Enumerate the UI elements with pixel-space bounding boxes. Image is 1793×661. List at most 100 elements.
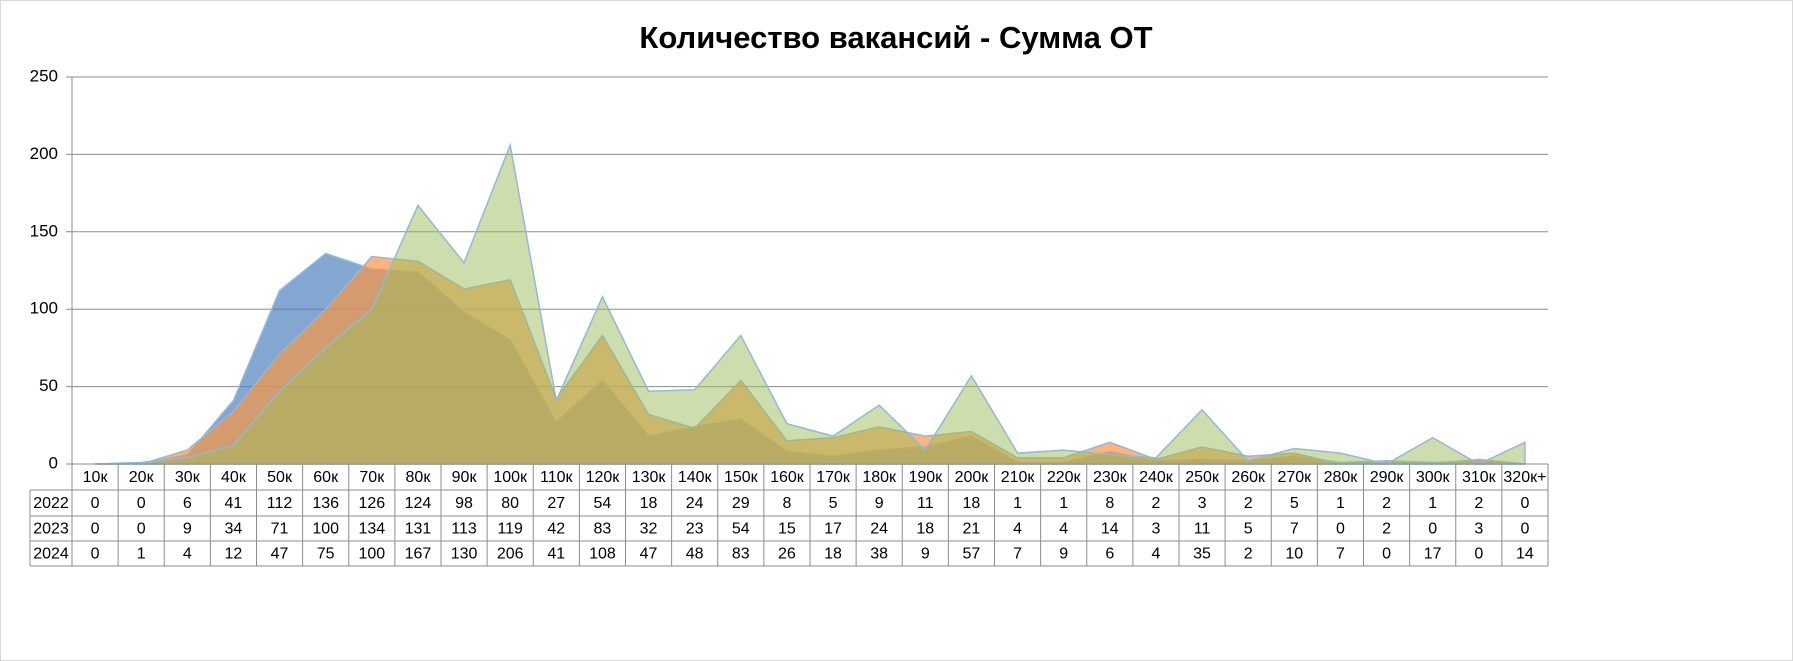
chart-title: Количество вакансий - Сумма ОТ: [639, 20, 1152, 55]
table-value: 124: [405, 495, 432, 512]
table-value: 3: [1198, 495, 1207, 512]
area: [95, 142, 1526, 465]
x-tick-label: 210к: [1001, 469, 1036, 486]
x-tick-label: 200к: [955, 469, 990, 486]
table-value: 5: [1290, 495, 1299, 512]
table-value: 42: [547, 521, 565, 538]
table-value: 24: [686, 495, 704, 512]
table-value: 0: [1520, 495, 1529, 512]
table-value: 7: [1336, 546, 1345, 563]
table-value: 75: [317, 546, 335, 563]
table-value: 12: [225, 546, 243, 563]
x-tick-label: 90к: [452, 469, 478, 486]
table-value: 113: [451, 521, 477, 538]
table-value: 34: [225, 521, 243, 538]
table-value: 206: [497, 546, 524, 563]
table-value: 4: [1059, 521, 1068, 538]
table-value: 0: [1336, 521, 1345, 538]
legend-label: 2024: [33, 546, 69, 563]
table-value: 2: [1474, 495, 1483, 512]
table-value: 24: [870, 521, 888, 538]
table-value: 108: [589, 546, 616, 563]
table-value: 131: [405, 521, 432, 538]
table-value: 10: [1285, 546, 1303, 563]
table-value: 112: [267, 495, 293, 512]
x-tick-label: 180к: [862, 469, 897, 486]
x-tick-label: 250к: [1185, 469, 1220, 486]
table-value: 134: [358, 521, 385, 538]
x-tick-label: 300к: [1416, 469, 1451, 486]
table-value: 17: [1424, 546, 1442, 563]
table-value: 0: [91, 495, 100, 512]
x-tick-label: 160к: [770, 469, 805, 486]
table-value: 54: [732, 521, 750, 538]
table-value: 100: [358, 546, 385, 563]
table-value: 32: [640, 521, 658, 538]
table-value: 7: [1290, 521, 1299, 538]
table-value: 1: [1336, 495, 1345, 512]
table-value: 2: [1151, 495, 1160, 512]
table-value: 83: [732, 546, 750, 563]
table-value: 9: [183, 521, 192, 538]
table-value: 136: [312, 495, 339, 512]
x-tick-label: 290к: [1370, 469, 1405, 486]
x-tick-label: 50к: [267, 469, 293, 486]
x-tick-label: 80к: [406, 469, 432, 486]
table-value: 100: [312, 521, 339, 538]
y-tick-label: 150: [30, 221, 58, 240]
x-tick-label: 140к: [678, 469, 713, 486]
x-tick-label: 230к: [1093, 469, 1128, 486]
y-tick-label: 250: [30, 66, 58, 85]
table-value: 167: [405, 546, 432, 563]
x-tick-label: 30к: [175, 469, 201, 486]
table-value: 47: [640, 546, 658, 563]
table-value: 98: [455, 495, 473, 512]
table-value: 18: [824, 546, 842, 563]
table-value: 3: [1474, 521, 1483, 538]
y-tick-label: 200: [30, 144, 58, 163]
table-value: 14: [1101, 521, 1119, 538]
y-tick-label: 50: [39, 376, 58, 395]
x-tick-label: 60к: [313, 469, 339, 486]
table-value: 18: [640, 495, 658, 512]
table-value: 119: [497, 521, 523, 538]
x-tick-label: 20к: [129, 469, 155, 486]
table-value: 8: [1105, 495, 1114, 512]
table-value: 3: [1151, 521, 1160, 538]
x-tick-label: 40к: [221, 469, 247, 486]
table-value: 1: [137, 546, 146, 563]
x-tick-label: 110к: [540, 469, 574, 486]
table-value: 21: [963, 521, 981, 538]
table-value: 0: [1520, 521, 1529, 538]
table-value: 0: [1428, 521, 1437, 538]
table-value: 9: [875, 495, 884, 512]
x-tick-label: 310к: [1462, 469, 1497, 486]
x-tick-label: 270к: [1277, 469, 1312, 486]
table-value: 71: [271, 521, 289, 538]
table-value: 29: [732, 495, 750, 512]
table-value: 47: [271, 546, 289, 563]
table-value: 26: [778, 546, 796, 563]
table-value: 8: [782, 495, 791, 512]
x-tick-label: 130к: [632, 469, 667, 486]
x-tick-label: 240к: [1139, 469, 1174, 486]
table-value: 11: [917, 495, 934, 512]
table-value: 17: [824, 521, 842, 538]
x-tick-label: 100к: [493, 469, 528, 486]
table-value: 54: [594, 495, 612, 512]
table-value: 35: [1193, 546, 1211, 563]
y-tick-label: 100: [30, 299, 58, 318]
table-value: 4: [183, 546, 192, 563]
table-value: 2: [1382, 521, 1391, 538]
x-tick-label: 70к: [359, 469, 385, 486]
table-value: 7: [1013, 546, 1022, 563]
table-value: 1: [1013, 495, 1022, 512]
x-tick-label: 170к: [816, 469, 851, 486]
x-tick-label: 150к: [724, 469, 759, 486]
table-value: 0: [91, 546, 100, 563]
table-value: 83: [594, 521, 612, 538]
table-value: 11: [1194, 521, 1211, 538]
table-value: 18: [963, 495, 981, 512]
table-value: 48: [686, 546, 704, 563]
table-value: 4: [1151, 546, 1160, 563]
